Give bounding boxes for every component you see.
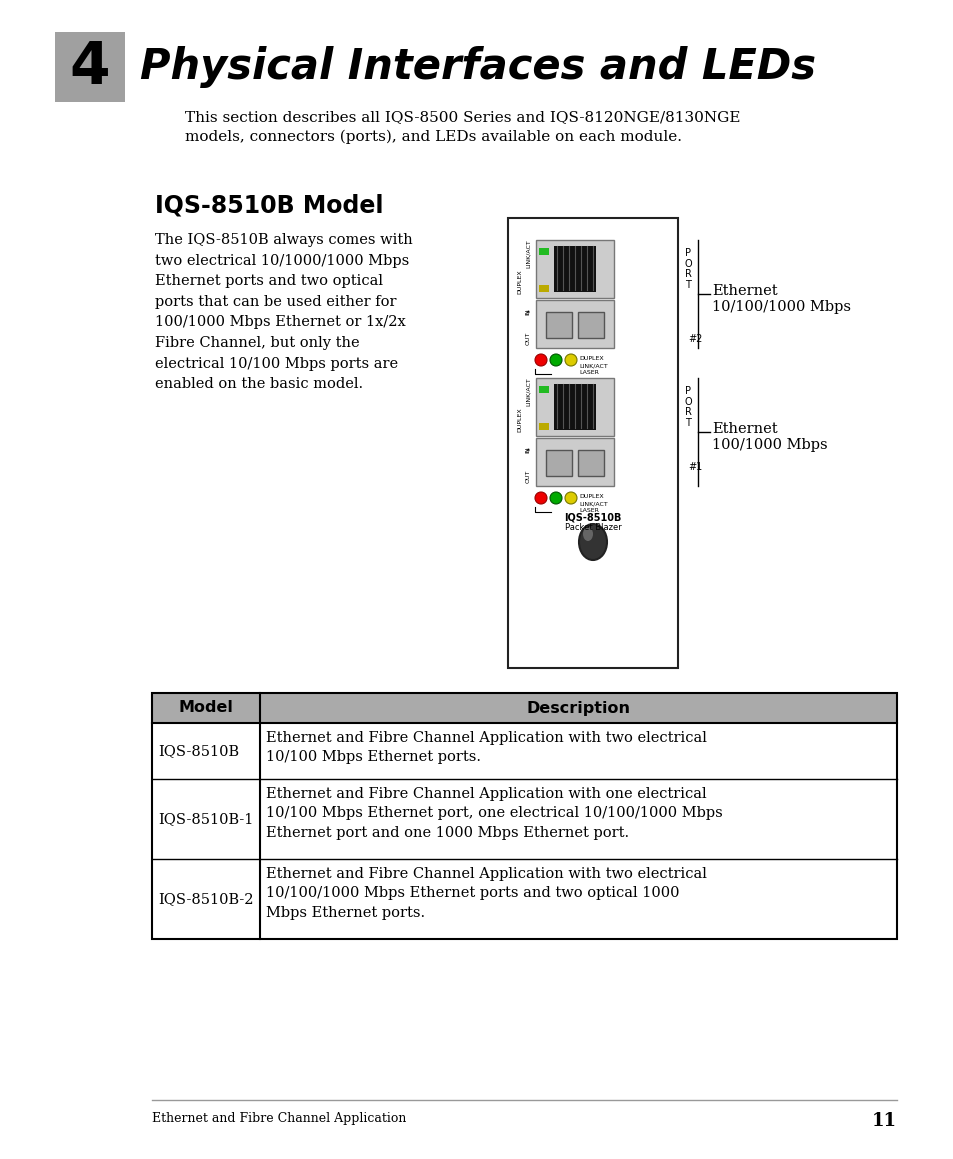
Ellipse shape — [578, 524, 606, 560]
Bar — [507, 218, 678, 668]
Text: Physical Interfaces and LEDs: Physical Interfaces and LEDs — [140, 46, 815, 88]
Bar — [152, 859, 896, 939]
Bar — [554, 246, 596, 292]
Text: Ethernet
100/1000 Mbps: Ethernet 100/1000 Mbps — [711, 422, 827, 452]
Text: P
O
R
T: P O R T — [683, 386, 691, 428]
Text: Packet Blazer: Packet Blazer — [564, 523, 620, 532]
Text: LINK/ACT: LINK/ACT — [525, 378, 530, 407]
Circle shape — [564, 493, 577, 504]
Bar — [538, 285, 548, 292]
Text: IQS-8510B Model: IQS-8510B Model — [154, 194, 383, 217]
Text: LINK/ACT: LINK/ACT — [578, 501, 607, 506]
Text: #2: #2 — [687, 334, 701, 344]
Circle shape — [535, 353, 546, 366]
Text: 4: 4 — [70, 38, 111, 95]
Text: IQS-8510B-2: IQS-8510B-2 — [158, 892, 253, 906]
Circle shape — [535, 493, 546, 504]
Text: Description: Description — [526, 700, 630, 715]
Text: Ethernet and Fibre Channel Application: Ethernet and Fibre Channel Application — [152, 1111, 406, 1125]
Bar — [55, 32, 125, 102]
Ellipse shape — [582, 527, 593, 541]
Text: OUT: OUT — [525, 469, 530, 482]
Text: IN: IN — [525, 446, 530, 453]
Bar — [536, 438, 614, 486]
Bar — [554, 384, 596, 430]
Text: This section describes all IQS-8500 Series and IQS-8120NGE/8130NGE
models, conne: This section describes all IQS-8500 Seri… — [185, 110, 740, 144]
Circle shape — [564, 353, 577, 366]
Bar — [536, 240, 614, 298]
Bar — [536, 300, 614, 348]
Bar — [538, 423, 548, 430]
Text: Ethernet
10/100/1000 Mbps: Ethernet 10/100/1000 Mbps — [711, 284, 850, 314]
Text: IQS-8510B: IQS-8510B — [564, 512, 621, 522]
Text: IN: IN — [525, 308, 530, 315]
Bar — [538, 386, 548, 393]
Bar — [536, 378, 614, 436]
Bar — [545, 450, 572, 476]
Text: DUPLEX: DUPLEX — [578, 356, 603, 360]
Text: *: * — [525, 309, 530, 319]
Text: The IQS-8510B always comes with
two electrical 10/1000/1000 Mbps
Ethernet ports : The IQS-8510B always comes with two elec… — [154, 233, 413, 392]
Text: DUPLEX: DUPLEX — [578, 494, 603, 500]
Bar — [538, 248, 548, 255]
Bar — [152, 723, 896, 779]
Text: LINK/ACT: LINK/ACT — [578, 363, 607, 369]
Bar — [578, 312, 603, 338]
Text: OUT: OUT — [525, 331, 530, 344]
Text: Ethernet and Fibre Channel Application with one electrical
10/100 Mbps Ethernet : Ethernet and Fibre Channel Application w… — [266, 787, 722, 840]
Text: DUPLEX: DUPLEX — [517, 270, 522, 294]
Circle shape — [550, 493, 561, 504]
Text: Ethernet and Fibre Channel Application with two electrical
10/100/1000 Mbps Ethe: Ethernet and Fibre Channel Application w… — [266, 867, 706, 920]
Bar — [152, 693, 896, 939]
Bar — [152, 693, 896, 723]
Bar — [152, 779, 896, 859]
Bar — [545, 312, 572, 338]
Text: DUPLEX: DUPLEX — [517, 408, 522, 432]
Bar — [578, 450, 603, 476]
Text: LINK/ACT: LINK/ACT — [525, 240, 530, 269]
Text: LASER: LASER — [578, 508, 598, 513]
Text: *: * — [525, 447, 530, 457]
Text: #1: #1 — [687, 462, 701, 472]
Text: Model: Model — [178, 700, 233, 715]
Text: LASER: LASER — [578, 370, 598, 376]
Circle shape — [550, 353, 561, 366]
Text: IQS-8510B: IQS-8510B — [158, 744, 239, 758]
Text: P
O
R
T: P O R T — [683, 248, 691, 290]
Text: IQS-8510B-1: IQS-8510B-1 — [158, 812, 253, 826]
Text: Ethernet and Fibre Channel Application with two electrical
10/100 Mbps Ethernet : Ethernet and Fibre Channel Application w… — [266, 731, 706, 765]
Text: 11: 11 — [871, 1111, 896, 1130]
